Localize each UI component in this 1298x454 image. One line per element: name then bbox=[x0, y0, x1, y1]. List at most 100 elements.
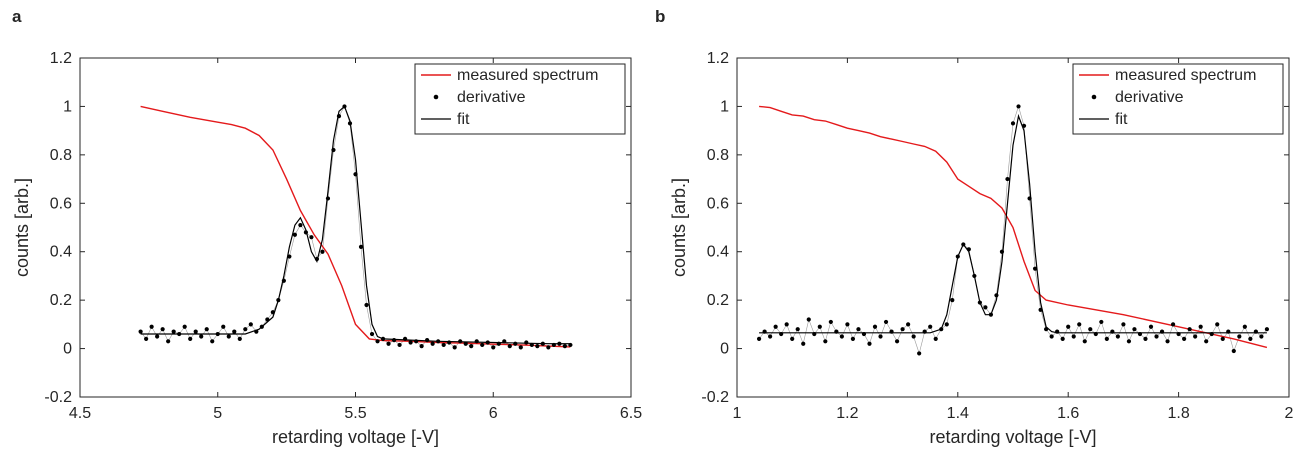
legend-label: derivative bbox=[1115, 89, 1184, 106]
derivative-point bbox=[1104, 336, 1109, 341]
derivative-point bbox=[507, 344, 512, 349]
derivative-point bbox=[911, 334, 916, 339]
derivative-point bbox=[1132, 327, 1137, 332]
derivative-point bbox=[391, 337, 397, 343]
y-tick-label: -0.2 bbox=[44, 389, 72, 406]
derivative-point bbox=[906, 322, 911, 327]
derivative-point bbox=[259, 324, 264, 329]
derivative-point bbox=[281, 278, 286, 283]
derivative-point bbox=[795, 327, 800, 332]
derivative-point bbox=[1220, 336, 1225, 341]
x-axis-label: retarding voltage [-V] bbox=[272, 427, 439, 447]
legend-label: measured spectrum bbox=[1115, 67, 1256, 84]
derivative-point bbox=[1121, 322, 1126, 327]
derivative-point bbox=[883, 319, 889, 325]
derivative-point bbox=[850, 336, 856, 341]
derivative-point bbox=[1088, 327, 1093, 332]
derivative-point bbox=[955, 254, 960, 259]
derivative-point bbox=[1126, 339, 1132, 344]
derivative-point bbox=[773, 324, 778, 329]
derivative-point bbox=[1259, 334, 1264, 339]
derivative-point bbox=[977, 300, 982, 305]
derivative-point bbox=[867, 341, 872, 346]
derivative-point bbox=[1165, 339, 1170, 344]
derivative-point bbox=[872, 324, 878, 329]
derivative-point bbox=[237, 336, 242, 341]
x-tick-label: 6.5 bbox=[620, 405, 642, 422]
derivative-point bbox=[762, 329, 767, 334]
derivative-point bbox=[292, 232, 297, 237]
derivative-point bbox=[1193, 334, 1198, 339]
derivative-point bbox=[1021, 123, 1027, 128]
derivative-point bbox=[1016, 104, 1021, 109]
derivative-point bbox=[496, 341, 501, 346]
derivative-point bbox=[922, 329, 927, 334]
derivative-point bbox=[232, 329, 237, 334]
y-tick-label: 0.2 bbox=[50, 292, 72, 309]
derivative-point bbox=[524, 340, 529, 345]
panel-a: a 4.5 5 5.5 6 6.5 -0.2 0 0.2 0.4 0.6 0.8 1 1.2 retardi… bbox=[12, 7, 642, 447]
panel-label: a bbox=[12, 7, 22, 26]
derivative-point bbox=[1242, 324, 1247, 329]
derivative-point bbox=[199, 334, 204, 339]
derivative-point bbox=[790, 336, 795, 341]
y-tick-label: 0.2 bbox=[707, 292, 729, 309]
y-tick-label: -0.2 bbox=[701, 389, 729, 406]
x-tick-label: 1 bbox=[733, 405, 742, 422]
derivative-point bbox=[480, 342, 485, 348]
legend-swatch-derivative bbox=[1091, 94, 1097, 100]
derivative-point bbox=[917, 351, 922, 356]
derivative-point bbox=[331, 147, 336, 153]
derivative-point bbox=[491, 345, 496, 350]
derivative-point bbox=[557, 341, 562, 346]
derivative-point bbox=[1264, 327, 1270, 332]
derivative-point bbox=[215, 331, 220, 337]
derivative-point bbox=[1209, 331, 1214, 337]
derivative-point bbox=[889, 329, 894, 334]
derivative-point bbox=[933, 336, 938, 341]
derivative-point bbox=[812, 331, 817, 337]
derivative-point bbox=[193, 329, 198, 334]
derivative-point bbox=[502, 339, 507, 344]
derivative-point bbox=[254, 329, 259, 334]
derivative-point bbox=[1110, 329, 1115, 334]
derivative-point bbox=[1204, 339, 1209, 344]
derivative-point bbox=[546, 345, 551, 350]
derivative-point bbox=[999, 249, 1005, 254]
derivative-point bbox=[441, 342, 446, 348]
derivative-point bbox=[1248, 336, 1253, 341]
derivative-point bbox=[287, 254, 292, 259]
x-tick-label: 1.4 bbox=[947, 405, 969, 422]
derivative-point bbox=[353, 172, 358, 177]
derivative-point bbox=[1115, 334, 1120, 339]
derivative-point bbox=[845, 322, 850, 327]
derivative-point bbox=[243, 327, 248, 332]
derivative-point bbox=[878, 334, 883, 339]
legend-label: derivative bbox=[457, 89, 526, 106]
derivative-point bbox=[369, 331, 375, 337]
derivative-point bbox=[562, 344, 567, 349]
panel-b: b 1 1.2 1.4 1.6 1.8 2 -0.2 0 0.2 0.4 0.6 0.8 1 1.2 reta… bbox=[649, 0, 1298, 454]
derivative-point bbox=[138, 329, 143, 334]
derivative-point bbox=[806, 317, 811, 322]
derivative-point bbox=[961, 242, 966, 247]
chart-b-svg: b 1 1.2 1.4 1.6 1.8 2 -0.2 0 0.2 0.4 0.6 0.8 1 1.2 reta… bbox=[655, 7, 1294, 447]
derivative-point bbox=[972, 273, 977, 279]
derivative-point bbox=[568, 342, 573, 348]
legend-swatch-derivative bbox=[433, 94, 439, 100]
derivative-point bbox=[375, 339, 380, 344]
derivative-point bbox=[463, 341, 468, 346]
derivative-point bbox=[856, 327, 861, 332]
derivative-point bbox=[939, 327, 944, 332]
derivative-point bbox=[458, 339, 463, 344]
derivative-point bbox=[1099, 319, 1104, 325]
derivative-point bbox=[839, 334, 844, 339]
derivative-point bbox=[801, 341, 806, 346]
derivative-point bbox=[1148, 324, 1154, 329]
y-tick-label: 1.2 bbox=[50, 50, 72, 67]
derivative-point bbox=[342, 104, 347, 109]
x-tick-label: 5 bbox=[213, 405, 222, 422]
derivative-point bbox=[518, 345, 523, 350]
derivative-point bbox=[1005, 176, 1010, 182]
derivative-point bbox=[1071, 334, 1076, 339]
